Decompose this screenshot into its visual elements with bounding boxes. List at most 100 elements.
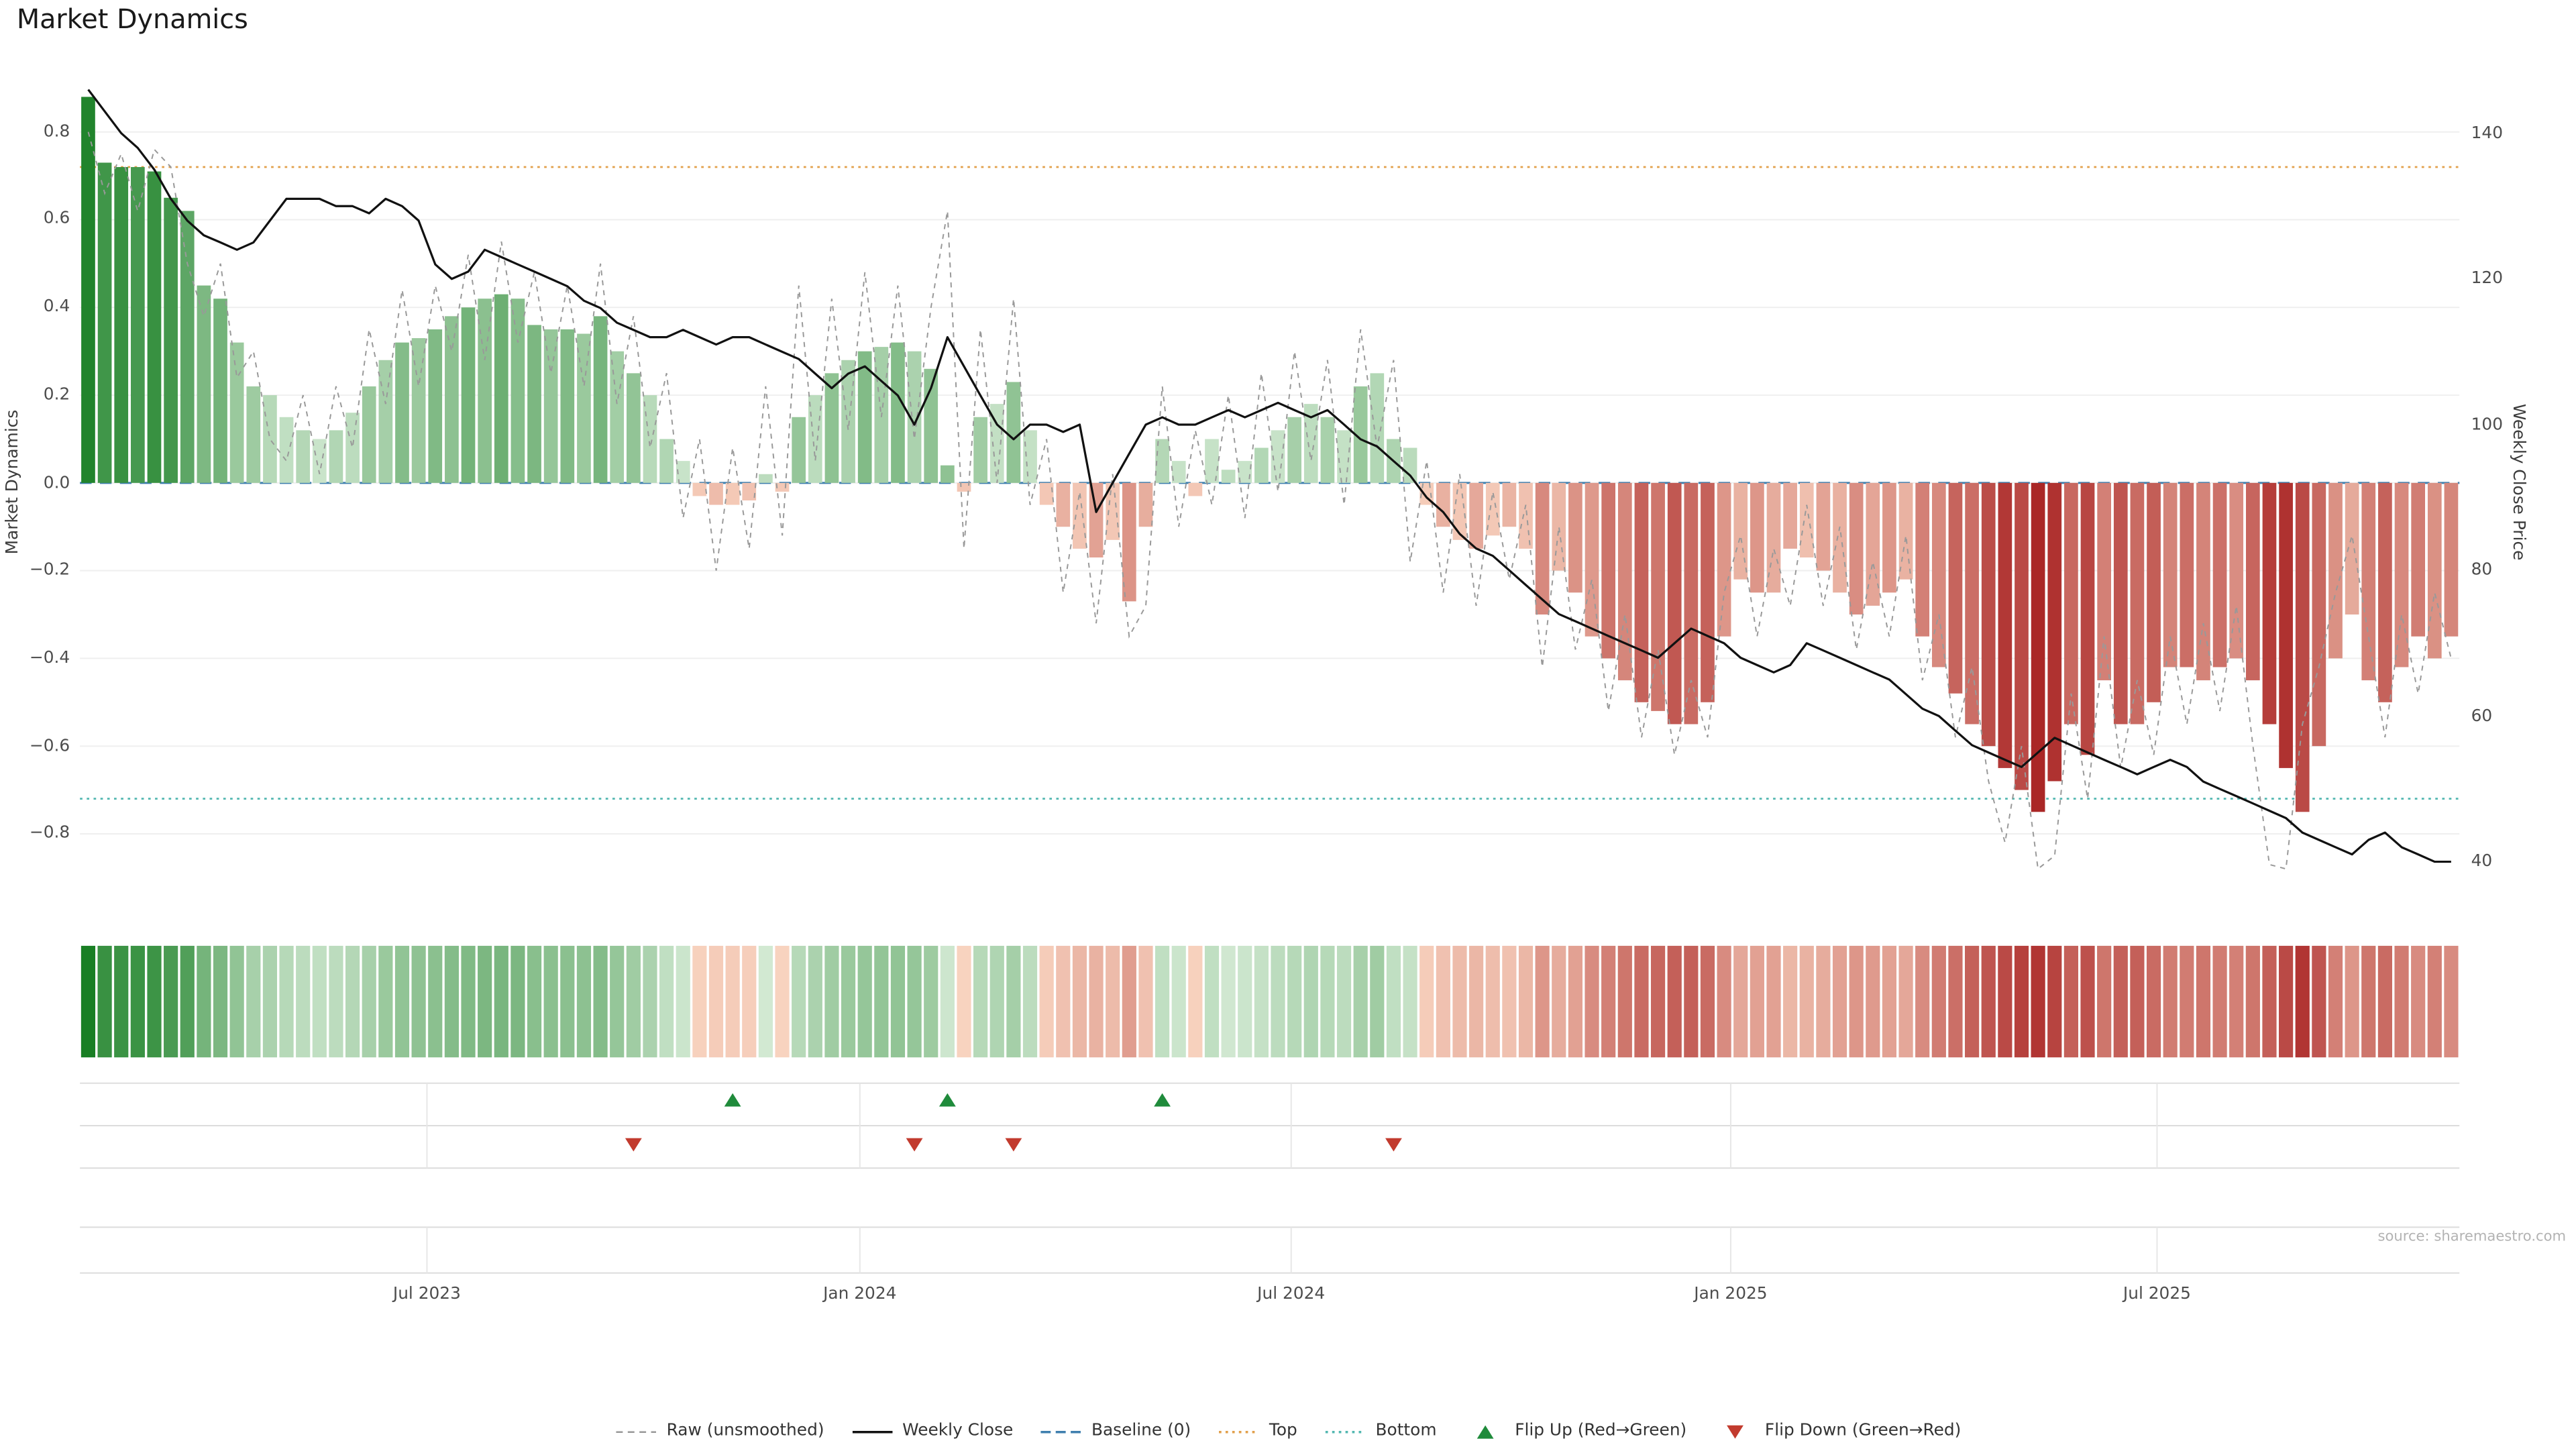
heatmap-cell <box>1667 945 1682 1058</box>
heatmap-cell <box>1353 945 1368 1058</box>
dynamics-bar <box>2245 482 2260 681</box>
dynamics-bar <box>2295 482 2310 812</box>
dynamics-bar <box>362 386 376 483</box>
flip-down-marker <box>1385 1138 1402 1152</box>
dynamics-bar <box>2163 482 2178 667</box>
dynamics-bar <box>197 285 211 483</box>
dynamics-bar <box>659 439 674 483</box>
heatmap-cell <box>461 945 476 1058</box>
dynamics-bar <box>1287 417 1301 483</box>
dynamics-bar <box>2196 482 2210 681</box>
heatmap-cell <box>659 945 674 1058</box>
heatmap-cell <box>527 945 542 1058</box>
heatmap-cell <box>725 945 740 1058</box>
heatmap-cell <box>792 945 806 1058</box>
dynamics-bar <box>527 325 541 483</box>
dynamics-bar <box>2411 482 2426 637</box>
x-tick-label: Jan 2025 <box>1694 1285 1768 1304</box>
dynamics-bar <box>2444 482 2459 637</box>
legend-item: Raw (unsmoothed) <box>615 1422 824 1440</box>
source-credit: source: sharemaestro.com <box>2377 1228 2567 1246</box>
heatmap-cell <box>1799 945 1814 1058</box>
dynamics-bar <box>1106 482 1120 540</box>
y-tick-label-left: −0.8 <box>29 824 70 843</box>
heatmap-cell <box>180 945 195 1058</box>
dynamics-bar <box>1039 482 1054 505</box>
dynamics-bar <box>1535 482 1550 615</box>
heatmap-cell <box>229 945 244 1058</box>
dynamics-bar <box>1469 482 1483 549</box>
legend-item: Top <box>1218 1422 1297 1440</box>
heatmap-cell <box>1469 945 1484 1058</box>
dynamics-bar <box>2378 482 2392 702</box>
heatmap-cell <box>1898 945 1913 1058</box>
heatmap-cell <box>511 945 525 1058</box>
heatmap-cell <box>874 945 889 1058</box>
heatmap-cell <box>2031 945 2045 1058</box>
legend-swatch-bottom-icon <box>1326 1430 1366 1433</box>
heatmap-cell <box>329 945 343 1058</box>
heatmap-cell <box>1370 945 1385 1058</box>
heatmap-cell <box>1171 945 1186 1058</box>
dynamics-bar <box>676 461 690 483</box>
dynamics-bar <box>1733 482 1748 580</box>
dynamics-bar <box>1254 447 1269 483</box>
x-tick-label: Jul 2024 <box>1257 1285 1326 1304</box>
heatmap-cell <box>2427 945 2442 1058</box>
dynamics-bar <box>2180 482 2194 667</box>
dynamics-bar <box>1023 430 1037 483</box>
heatmap-cell <box>1485 945 1500 1058</box>
y-tick-label-left: 0.6 <box>43 210 70 229</box>
dynamics-bar <box>824 373 839 483</box>
heatmap-cell <box>940 945 955 1058</box>
heatmap-cell <box>1254 945 1269 1058</box>
legend-swatch-raw-icon <box>616 1430 657 1432</box>
dynamics-bar <box>511 299 525 483</box>
heatmap-cell <box>1931 945 1946 1058</box>
dynamics-bar <box>2130 482 2145 724</box>
heatmap-cell <box>1552 945 1566 1058</box>
dynamics-bar <box>478 299 492 483</box>
dynamics-bar <box>2047 482 2062 782</box>
heatmap-cell <box>1849 945 1864 1058</box>
dynamics-bar <box>494 294 508 483</box>
heatmap-cell <box>1832 945 1847 1058</box>
heatmap-cell <box>1072 945 1087 1058</box>
heatmap-cell <box>643 945 657 1058</box>
heatmap-cell <box>1320 945 1335 1058</box>
dynamics-bar <box>1915 482 1930 637</box>
heatmap-cell <box>1006 945 1021 1058</box>
dynamics-bar <box>2427 482 2442 659</box>
page-title: Market Dynamics <box>16 3 248 36</box>
flip-down-marker <box>625 1138 642 1152</box>
dynamics-bar <box>808 395 822 483</box>
flip-down-marker <box>1005 1138 1022 1152</box>
dynamics-bar <box>246 386 261 483</box>
legend-item: Weekly Close <box>851 1422 1013 1440</box>
legend-item: Bottom <box>1324 1422 1437 1440</box>
heatmap-cell <box>1271 945 1285 1058</box>
dynamics-bar <box>1617 482 1632 681</box>
y-tick-label-left: −0.6 <box>29 737 70 755</box>
heatmap-cell <box>2312 945 2326 1058</box>
heatmap-cell <box>907 945 922 1058</box>
dynamics-bar <box>2015 482 2029 790</box>
legend-label: Flip Down (Green→Red) <box>1764 1421 1962 1441</box>
heatmap-cell <box>2229 945 2244 1058</box>
dynamics-bar <box>1998 482 2012 768</box>
dynamics-bar <box>1485 482 1500 536</box>
heatmap-cell <box>1106 945 1120 1058</box>
legend-item: Flip Down (Green→Red) <box>1713 1422 1961 1440</box>
dynamics-bar <box>345 413 360 483</box>
dynamics-bar <box>577 333 591 483</box>
heatmap-cell <box>1964 945 1980 1058</box>
y-tick-label-left: 0.8 <box>43 123 70 142</box>
heatmap-cell <box>147 945 162 1058</box>
dynamics-bar <box>1684 482 1699 724</box>
heatmap-cell <box>2047 945 2062 1058</box>
dynamics-bar <box>1122 482 1136 602</box>
heatmap-cell <box>2212 945 2227 1058</box>
dynamics-bar <box>1783 482 1797 549</box>
